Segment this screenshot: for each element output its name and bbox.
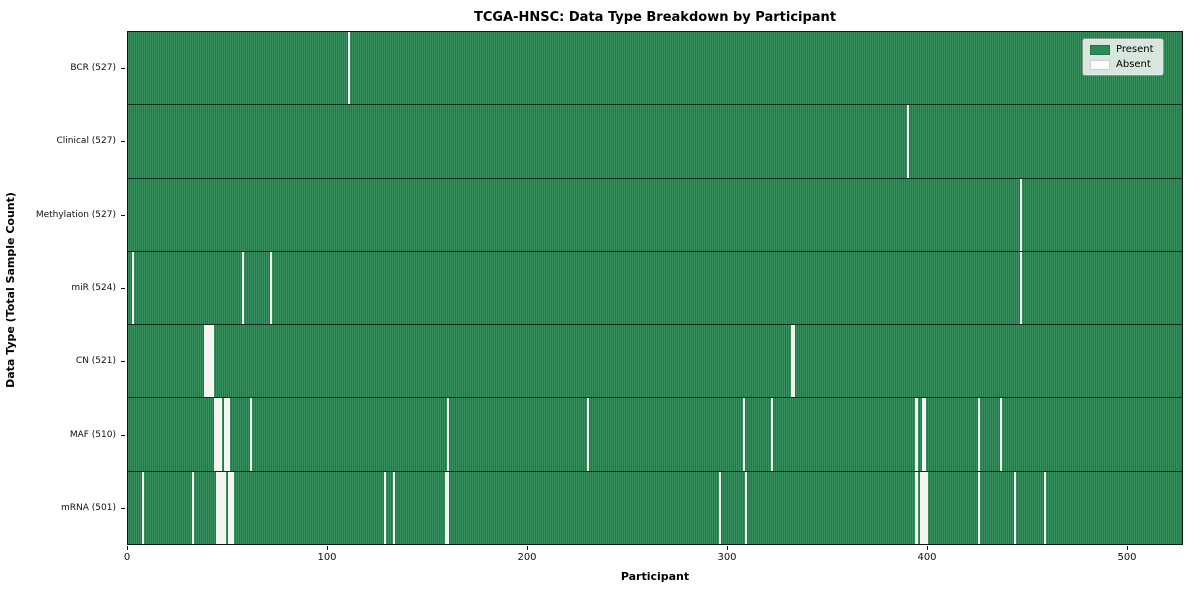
y-tick-mark	[121, 361, 125, 363]
absent-stripe	[914, 471, 919, 544]
absent-stripe	[1014, 471, 1017, 544]
absent-stripe	[978, 398, 981, 471]
absent-stripe	[914, 398, 919, 471]
x-tick-mark	[927, 546, 928, 550]
heatmap-row-mir	[128, 251, 1182, 326]
heatmap-row-maf	[128, 398, 1182, 472]
y-tick-mark	[121, 434, 125, 436]
x-axis-ticks: 0 100 200 300 400 500	[123, 545, 1183, 567]
x-tick-label: 500	[1117, 552, 1137, 563]
absent-stripe	[922, 398, 927, 471]
x-tick-label: 400	[917, 552, 937, 563]
absent-stripe	[978, 471, 981, 544]
y-tick-mark	[121, 67, 125, 69]
absent-stripe	[445, 471, 450, 544]
absent-stripe	[383, 471, 386, 544]
x-tick-label: 0	[123, 552, 131, 563]
absent-stripe	[241, 251, 244, 325]
absent-stripe	[191, 471, 194, 544]
x-tick-mark	[527, 546, 528, 550]
y-tick-label: miR (524)	[71, 283, 116, 293]
absent-stripe	[269, 251, 272, 325]
absent-stripe	[213, 398, 222, 471]
heatmap-row-cn	[128, 325, 1182, 399]
chart-title: TCGA-HNSC: Data Type Breakdown by Partic…	[473, 10, 837, 25]
y-tick-mark	[121, 508, 125, 510]
absent-stripe	[770, 398, 773, 471]
absent-stripe	[587, 398, 590, 471]
absent-stripe	[227, 471, 234, 544]
absent-swatch-icon	[1090, 59, 1110, 70]
y-tick-label: Clinical (527)	[56, 136, 116, 147]
y-tick-label: Methylation (527)	[35, 209, 116, 220]
plot-area	[127, 31, 1183, 545]
y-tick-label: BCR (527)	[70, 62, 116, 73]
absent-stripe	[744, 471, 747, 544]
absent-stripe	[447, 398, 450, 471]
legend: Present Absent	[1082, 38, 1164, 76]
heatmap-row-clinical	[128, 105, 1182, 179]
legend-label: Absent	[1116, 59, 1151, 70]
absent-stripe	[203, 325, 214, 398]
absent-stripe	[1000, 398, 1003, 471]
y-tick-mark	[121, 141, 125, 143]
x-tick-mark	[1127, 546, 1128, 550]
heatmap-row-bcr	[128, 32, 1182, 106]
heatmap-row-methylation	[128, 178, 1182, 252]
legend-label: Present	[1116, 44, 1154, 55]
y-tick-label: MAF (510)	[69, 429, 116, 440]
x-tick-mark	[327, 546, 328, 550]
y-tick-label: CN (521)	[75, 356, 116, 367]
absent-stripe	[920, 471, 929, 544]
absent-stripe	[1044, 471, 1047, 544]
absent-stripe	[141, 471, 144, 544]
absent-stripe	[718, 471, 721, 544]
legend-item-absent: Absent	[1090, 59, 1154, 70]
absent-stripe	[131, 251, 134, 325]
absent-stripe	[1020, 251, 1023, 325]
absent-stripe	[249, 398, 252, 471]
y-axis-labels: BCR (527) Clinical (527) Methylation (527)…	[0, 31, 126, 545]
absent-stripe	[906, 105, 909, 178]
y-tick-mark	[121, 288, 125, 289]
y-tick-mark	[121, 214, 125, 216]
x-tick-mark	[727, 546, 728, 550]
y-tick-label: mRNA (501)	[61, 503, 116, 514]
absent-stripe	[393, 471, 396, 544]
absent-stripe	[223, 398, 230, 471]
absent-stripe	[742, 398, 745, 471]
legend-item-present: Present	[1090, 44, 1154, 55]
present-swatch-icon	[1090, 44, 1110, 55]
x-tick-label: 300	[717, 552, 737, 563]
x-tick-label: 100	[317, 552, 337, 563]
absent-stripe	[790, 325, 795, 398]
absent-stripe	[215, 471, 226, 544]
x-axis-title: Participant	[620, 570, 690, 583]
x-tick-label: 200	[517, 552, 537, 563]
absent-stripe	[347, 32, 350, 105]
absent-stripe	[1020, 178, 1023, 251]
heatmap-row-mrna	[128, 471, 1182, 544]
x-tick-mark	[127, 546, 128, 550]
